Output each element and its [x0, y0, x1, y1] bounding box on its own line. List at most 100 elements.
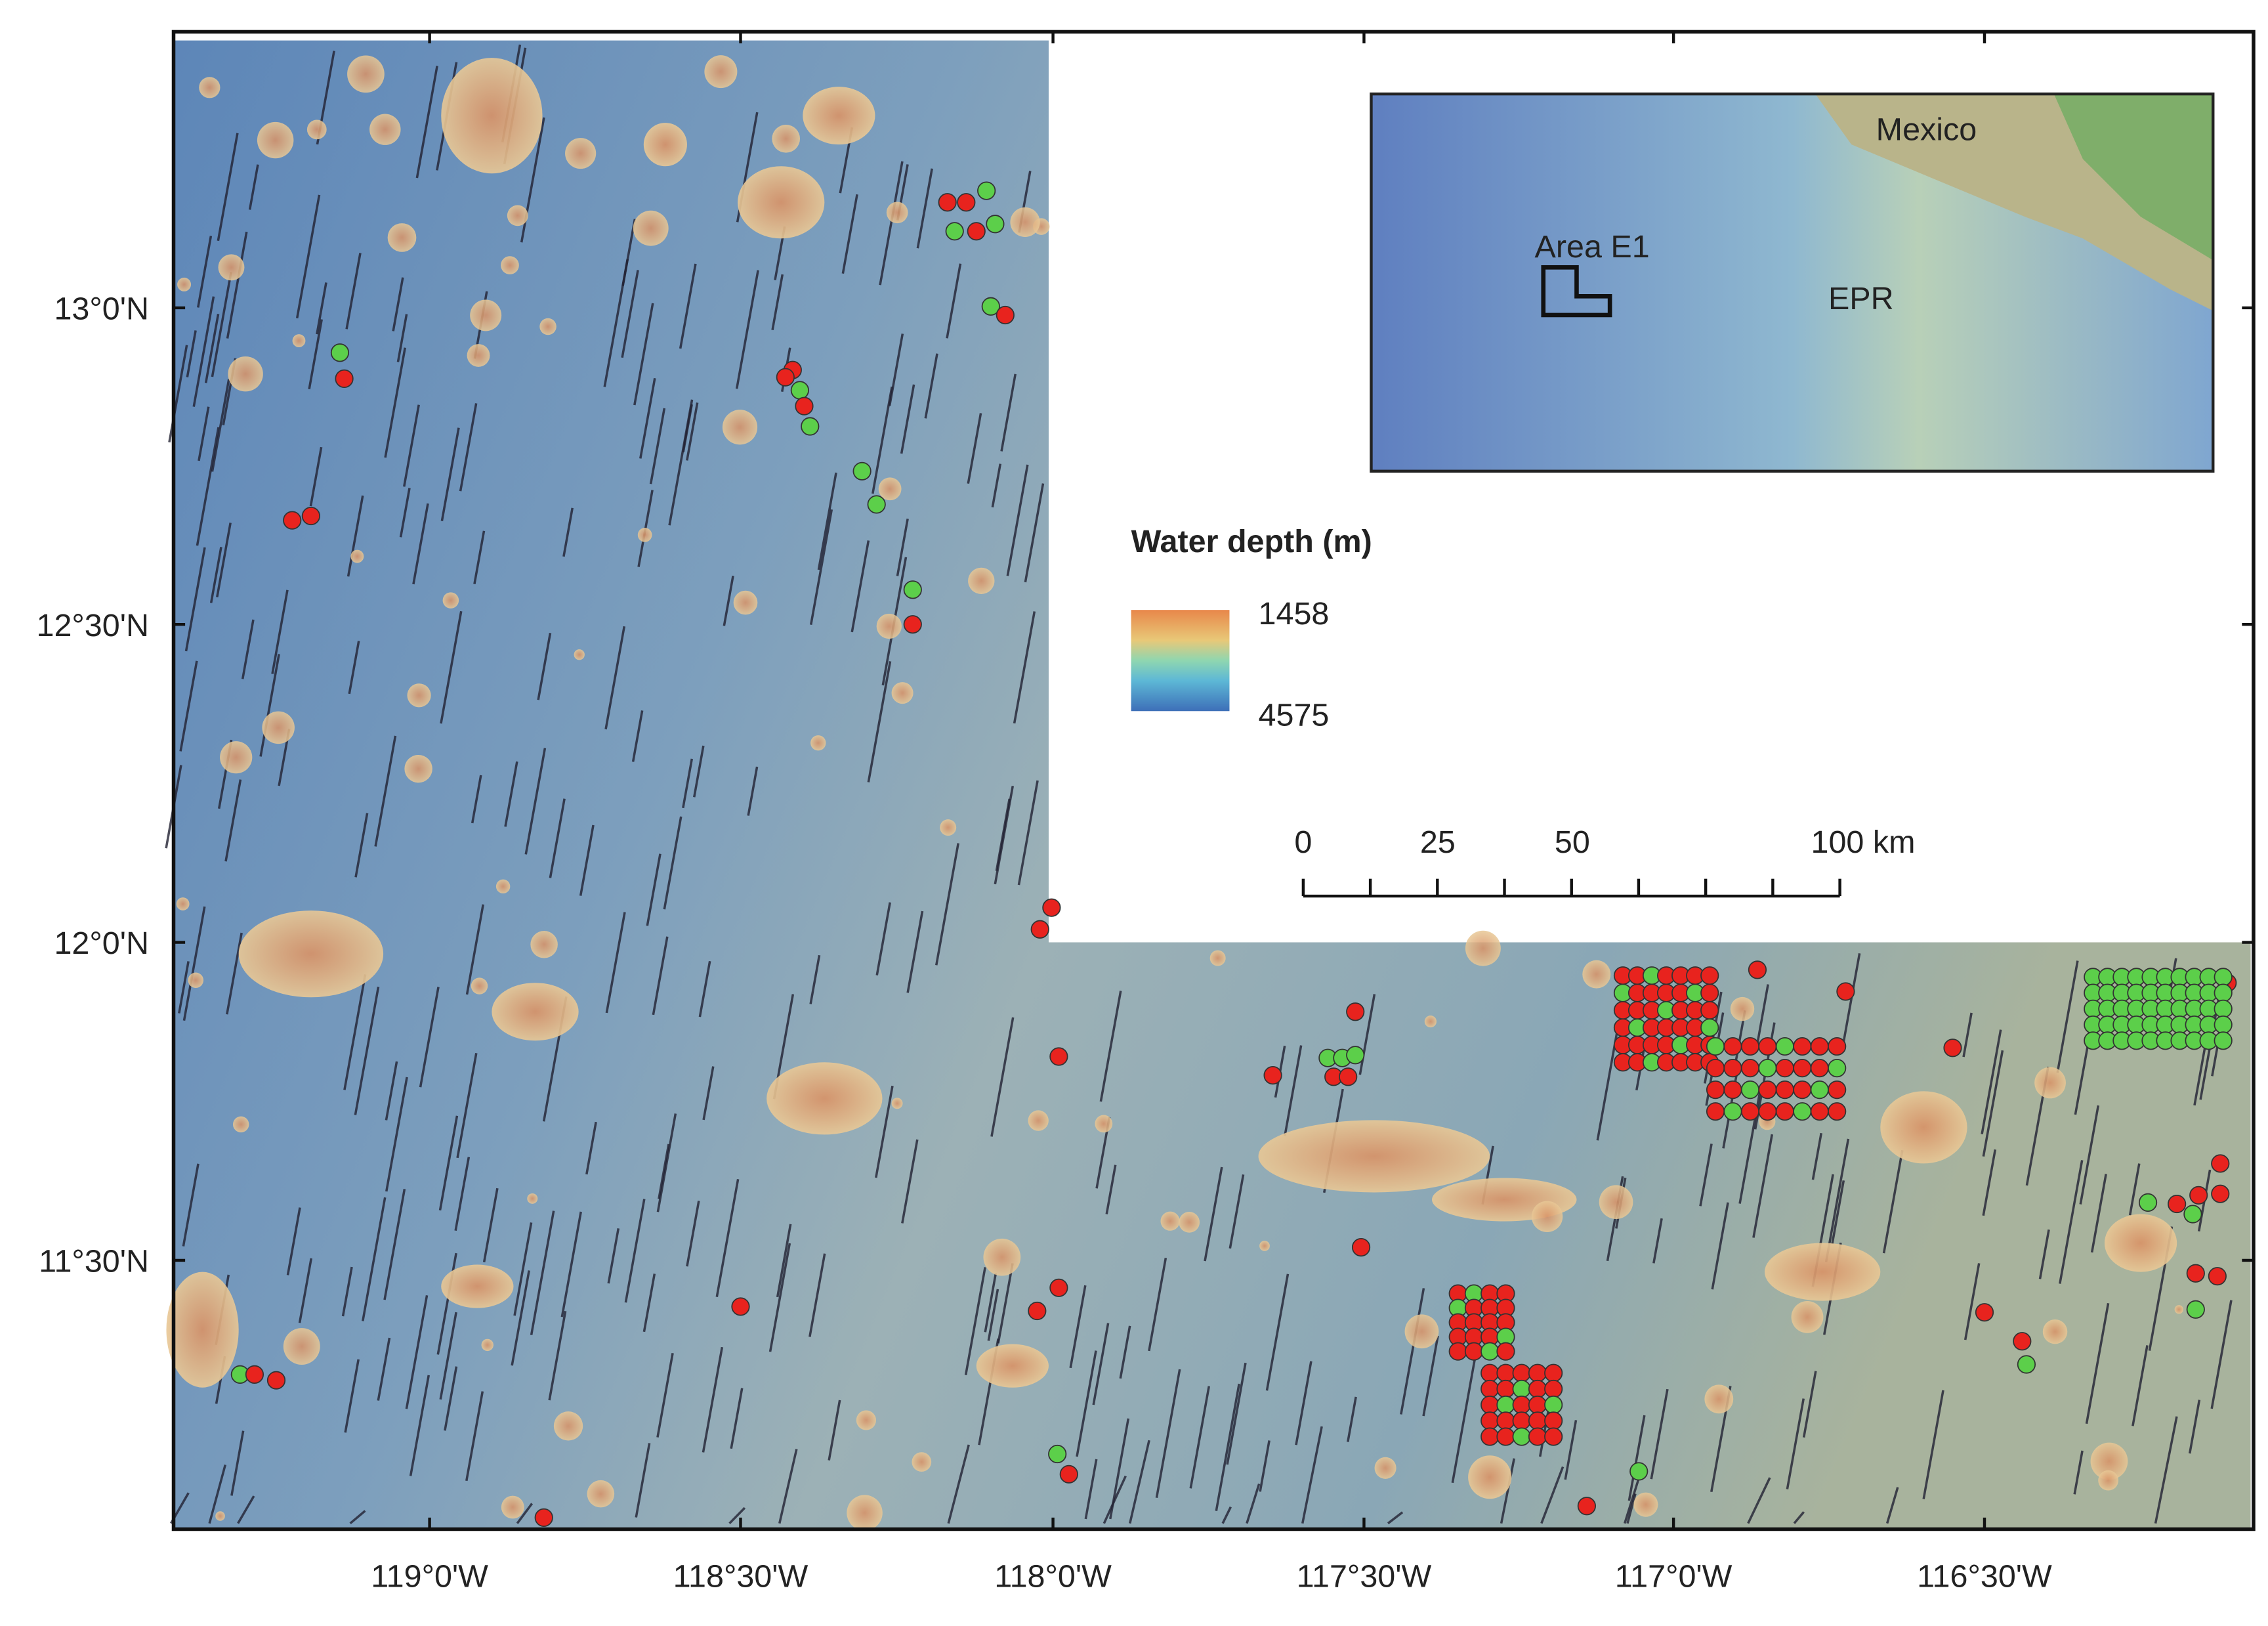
fault-line: [217, 133, 239, 242]
fault-line: [605, 912, 626, 1014]
relief: [165, 44, 2233, 1531]
fault-line: [924, 353, 938, 419]
fault-line: [1347, 1396, 1357, 1442]
sample-site: [1706, 1037, 1725, 1056]
fault-line: [624, 1199, 646, 1303]
fault-line: [354, 987, 380, 1115]
seamount: [722, 410, 758, 445]
seamount: [1704, 1384, 1734, 1414]
sample-site: [2017, 1355, 2036, 1374]
seamount: [1791, 1301, 1824, 1333]
fault-line: [459, 403, 478, 492]
seamount: [587, 1480, 615, 1508]
fault-line: [226, 231, 248, 339]
lon-label: 117°30'W: [1297, 1559, 1432, 1594]
sample-site: [2168, 1194, 2187, 1214]
fault-line: [935, 843, 959, 966]
seamount: [772, 124, 801, 153]
seamount: [257, 121, 294, 159]
seamount: [501, 256, 519, 274]
fault-line: [1006, 464, 1029, 576]
lon-label: 118°0'W: [994, 1559, 1112, 1594]
fault-line: [1711, 1202, 1729, 1290]
fault-line: [471, 775, 482, 824]
fault-line: [184, 547, 206, 652]
fault-line: [1962, 1012, 1973, 1058]
inset-land-green: [2053, 94, 2214, 261]
seamount: [442, 592, 459, 609]
sample-site: [1740, 1059, 1760, 1078]
color-bar: [1131, 610, 1230, 712]
fault-line: [771, 274, 784, 330]
seamount: [387, 223, 417, 252]
sample-site: [1480, 1342, 1500, 1361]
fault-line: [2059, 1160, 2084, 1284]
seamount: [199, 77, 220, 98]
fault-line: [1259, 1440, 1270, 1492]
fault-line: [530, 1210, 555, 1336]
fault-line: [1228, 1174, 1245, 1249]
fault-line: [730, 1388, 744, 1449]
sample-site: [1544, 1411, 1563, 1430]
sample-site: [2189, 1186, 2208, 1205]
seamount: [637, 528, 652, 542]
fault-line: [686, 1201, 700, 1267]
sample-site: [938, 193, 957, 212]
fault-line: [216, 523, 232, 598]
fault-line: [345, 253, 362, 330]
seamount: [232, 1116, 249, 1133]
seamount: [238, 910, 384, 998]
seamount: [2098, 1470, 2118, 1491]
fault-line: [1831, 1180, 1845, 1245]
sample-site: [1339, 1067, 1358, 1086]
sample-site: [1464, 1342, 1484, 1361]
sample-site: [1544, 1379, 1563, 1398]
fault-line: [642, 1273, 656, 1333]
seamount: [467, 344, 490, 367]
fault-line: [1024, 483, 1045, 583]
seamount: [1730, 996, 1755, 1021]
seamount: [968, 567, 995, 594]
fault-line: [439, 1312, 457, 1400]
fault-line: [1500, 1458, 1516, 1524]
fault-line: [1628, 1415, 1646, 1501]
sample-site: [1723, 1037, 1742, 1056]
sample-site: [801, 417, 820, 436]
sample-site: [1793, 1102, 1812, 1121]
seamount: [1404, 1314, 1439, 1349]
fault-line: [396, 314, 408, 362]
sample-site: [1810, 1102, 1829, 1121]
fault-line: [649, 408, 666, 484]
fault-line: [473, 530, 486, 585]
fault-line: [211, 272, 232, 377]
sample-site: [1346, 1002, 1365, 1021]
seamount: [1468, 1455, 1512, 1499]
sample-site: [1810, 1037, 1829, 1056]
fault-line: [405, 1295, 429, 1409]
fault-line: [1105, 1165, 1117, 1214]
fault-line: [1699, 1144, 1713, 1207]
seamount: [565, 138, 597, 169]
sample-site: [1793, 1080, 1812, 1100]
seamount: [527, 1193, 538, 1204]
fault-line: [198, 406, 210, 461]
fault-line: [994, 786, 1015, 885]
fault-line: [454, 1157, 471, 1231]
sample-site: [2211, 1154, 2230, 1173]
sample-site: [301, 506, 320, 526]
seamount: [1209, 950, 1226, 966]
fault-line: [2085, 1302, 2110, 1424]
lon-label: 118°30'W: [673, 1559, 808, 1594]
sample-site: [2214, 983, 2233, 1002]
fault-line: [465, 1391, 484, 1482]
fault-line: [1129, 1440, 1150, 1524]
fault-line: [504, 761, 518, 827]
lat-label: 12°0'N: [54, 926, 149, 961]
lon-label: 117°0'W: [1615, 1559, 1732, 1594]
sample-site: [2183, 1205, 2202, 1224]
seamount: [470, 299, 502, 332]
fault-line: [1400, 1288, 1425, 1415]
fault-line: [560, 1211, 582, 1317]
sample-site: [1775, 1059, 1794, 1078]
seamount: [1531, 1201, 1563, 1232]
